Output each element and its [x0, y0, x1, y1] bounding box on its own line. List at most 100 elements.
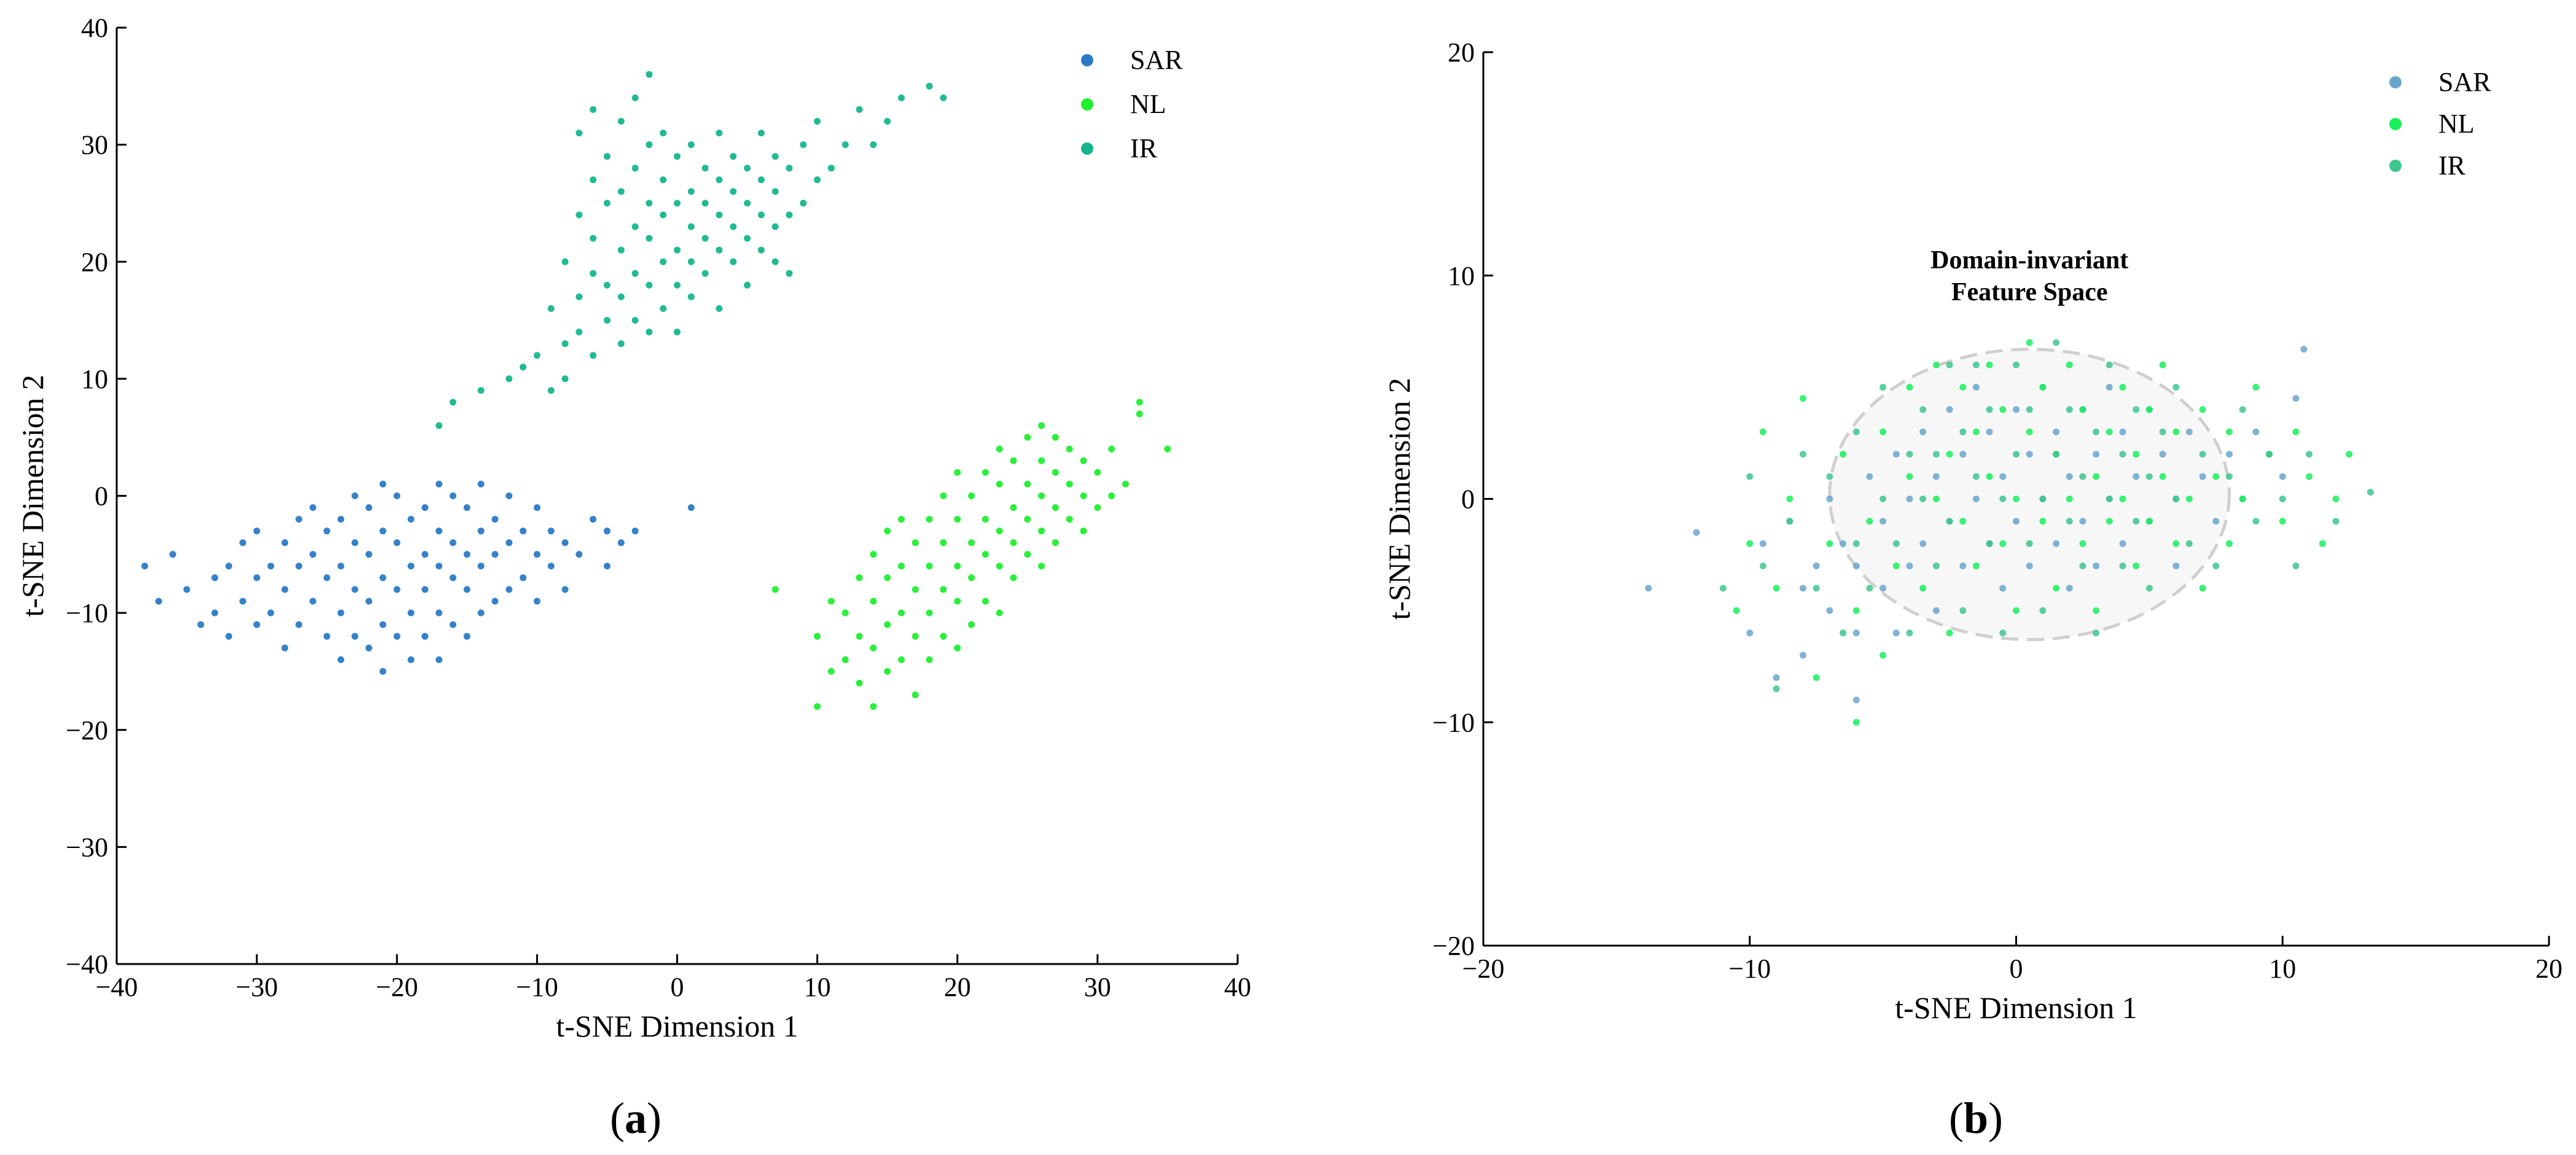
data-point-sar — [225, 562, 232, 570]
legend: SAR NL IR — [1081, 45, 1183, 163]
data-point-ir — [1986, 540, 1993, 547]
data-point-ir — [1879, 384, 1887, 391]
data-point-nl — [2079, 406, 2086, 413]
data-point-ir — [870, 141, 877, 149]
tick-marks — [1482, 51, 2550, 947]
data-point-ir — [841, 141, 849, 149]
data-point-nl — [911, 586, 919, 593]
data-point-sar — [1999, 473, 2007, 480]
data-point-ir — [1932, 562, 1940, 570]
data-point-ir — [687, 188, 695, 195]
data-point-nl — [1024, 480, 1031, 488]
data-point-nl — [2039, 384, 2047, 391]
x-tick-label: −20 — [1462, 954, 1505, 984]
data-point-sar — [1959, 451, 1967, 458]
data-point-nl — [2053, 585, 2060, 592]
data-point-nl — [1066, 445, 1073, 453]
legend-label: IR — [2438, 150, 2466, 181]
data-point-sar — [2159, 451, 2166, 458]
data-point-ir — [435, 422, 443, 429]
data-point-nl — [968, 621, 975, 628]
data-point-sar — [1645, 585, 1652, 592]
data-point-ir — [2079, 562, 2086, 570]
data-point-nl — [2239, 496, 2246, 502]
data-point-ir — [2026, 406, 2033, 413]
data-point-nl — [2093, 473, 2100, 480]
data-point-ir — [771, 153, 779, 160]
data-point-nl — [1959, 384, 1967, 391]
data-point-nl — [940, 492, 947, 499]
data-point-sar — [435, 609, 443, 616]
data-point-ir — [674, 281, 681, 289]
legend-label: IR — [1130, 133, 1158, 163]
data-point-nl — [1800, 395, 1806, 402]
y-tick-label: 20 — [81, 247, 108, 277]
data-point-nl — [870, 644, 877, 651]
data-point-ir — [2292, 562, 2300, 570]
data-point-sar — [2226, 451, 2233, 458]
data-point-nl — [1052, 434, 1059, 441]
data-point-sar — [267, 609, 275, 616]
data-point-sar — [1999, 585, 2007, 592]
legend-marker — [2389, 160, 2402, 172]
legend-marker — [2389, 118, 2402, 130]
data-point-ir — [660, 130, 667, 137]
data-point-nl — [968, 492, 975, 499]
data-point-ir — [674, 329, 681, 336]
series-nl — [771, 399, 1171, 710]
data-point-nl — [2279, 518, 2286, 525]
data-point-ir — [730, 188, 737, 195]
data-point-nl — [870, 597, 877, 605]
data-point-sar — [365, 644, 373, 651]
tick-labels: −20 −10 0 10 20 −20 −10 0 10 20 — [1432, 37, 2562, 984]
data-point-sar — [435, 562, 443, 570]
legend-item-sar: SAR — [1081, 45, 1183, 75]
data-point-ir — [576, 329, 583, 336]
data-point-nl — [2172, 540, 2180, 547]
series-ir — [1719, 339, 2374, 693]
data-point-nl — [1052, 504, 1059, 511]
data-point-ir — [2279, 496, 2286, 502]
data-point-nl — [911, 632, 919, 640]
data-point-nl — [1879, 651, 1887, 659]
data-point-nl — [911, 539, 919, 546]
y-tick-label: 10 — [1448, 261, 1475, 291]
data-point-ir — [631, 317, 639, 324]
data-point-ir — [2172, 496, 2180, 502]
data-point-nl — [1066, 480, 1073, 488]
data-point-nl — [2106, 518, 2113, 525]
data-point-nl — [982, 551, 989, 558]
data-point-sar — [463, 632, 470, 640]
data-point-nl — [2079, 540, 2086, 547]
data-point-nl — [856, 680, 863, 686]
data-point-ir — [1999, 629, 2007, 637]
data-point-nl — [1038, 492, 1045, 499]
data-point-nl — [1746, 540, 1754, 547]
data-point-nl — [1108, 492, 1115, 499]
data-point-ir — [814, 118, 821, 125]
data-point-sar — [1932, 473, 1940, 480]
data-point-sar — [505, 539, 513, 546]
data-point-nl — [996, 609, 1003, 616]
data-point-ir — [2053, 339, 2060, 346]
data-point-ir — [617, 340, 625, 348]
data-point-ir — [660, 211, 667, 219]
data-point-ir — [1813, 585, 1820, 592]
y-tick-label: −10 — [1432, 707, 1475, 737]
data-point-ir — [1906, 629, 1913, 637]
data-point-sar — [281, 539, 289, 546]
data-point-ir — [1959, 607, 1967, 614]
data-point-sar — [491, 516, 499, 523]
data-point-sar — [393, 586, 400, 593]
data-point-ir — [2013, 361, 2020, 368]
data-point-nl — [870, 551, 877, 558]
data-point-ir — [687, 293, 695, 300]
data-point-nl — [996, 562, 1003, 570]
data-point-ir — [646, 281, 653, 289]
domain-invariant-region — [1828, 348, 2231, 642]
data-point-nl — [1826, 540, 1833, 547]
data-point-nl — [2066, 496, 2073, 502]
data-point-ir — [716, 305, 723, 312]
data-point-ir — [2013, 451, 2020, 458]
data-point-sar — [323, 574, 330, 581]
